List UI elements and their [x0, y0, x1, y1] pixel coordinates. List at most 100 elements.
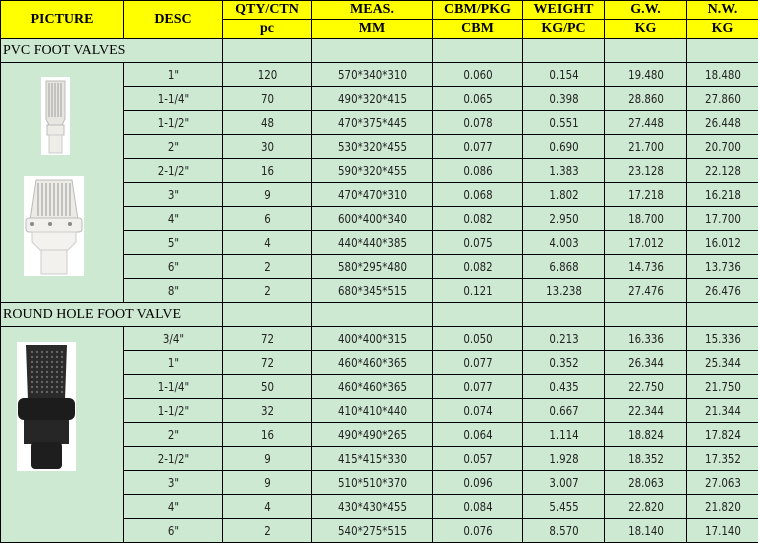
cell-weight: 0.352	[530, 351, 597, 375]
cell-qty: 4	[231, 495, 304, 519]
cell-desc: 3"	[132, 183, 213, 207]
header-cbm: CBM/PKG	[433, 1, 523, 20]
cell-nw: 15.336	[693, 327, 752, 351]
cell-cbm: 0.082	[441, 207, 515, 231]
cell-weight: 1.802	[530, 183, 597, 207]
cell-weight: 0.551	[530, 111, 597, 135]
cell-qty: 72	[231, 351, 304, 375]
cell-qty: 2	[231, 519, 304, 543]
empty-cell	[223, 303, 312, 327]
section-title: PVC FOOT VALVES	[1, 39, 223, 63]
cell-desc: 8"	[132, 279, 213, 303]
cell-qty: 16	[231, 423, 304, 447]
cell-meas: 580*295*480	[322, 255, 421, 279]
cell-weight: 1.383	[530, 159, 597, 183]
cell-meas: 460*460*365	[322, 351, 421, 375]
cell-gw: 23.128	[612, 159, 679, 183]
cell-weight: 0.398	[530, 87, 597, 111]
cell-weight: 0.213	[530, 327, 597, 351]
cell-meas: 460*460*365	[322, 375, 421, 399]
cell-cbm: 0.057	[441, 447, 515, 471]
header-nw: N.W.	[687, 1, 758, 20]
cell-weight: 1.114	[530, 423, 597, 447]
cell-nw: 26.448	[693, 111, 752, 135]
cell-desc: 1-1/2"	[132, 399, 213, 423]
cell-qty: 50	[231, 375, 304, 399]
cell-meas: 490*320*415	[322, 87, 421, 111]
empty-cell	[687, 39, 758, 63]
cell-gw: 22.344	[612, 399, 679, 423]
cell-cbm: 0.096	[441, 471, 515, 495]
cell-meas: 400*400*315	[322, 327, 421, 351]
cell-desc: 2"	[132, 135, 213, 159]
cell-gw: 21.700	[612, 135, 679, 159]
header-qty: QTY/CTN	[223, 1, 312, 20]
cell-nw: 17.140	[693, 519, 752, 543]
cell-qty: 2	[231, 279, 304, 303]
cell-qty: 2	[231, 255, 304, 279]
cell-cbm: 0.077	[441, 351, 515, 375]
empty-cell	[312, 39, 433, 63]
cell-cbm: 0.086	[441, 159, 515, 183]
cell-desc: 3"	[132, 471, 213, 495]
cell-weight: 0.667	[530, 399, 597, 423]
cell-meas: 490*490*265	[322, 423, 421, 447]
cell-cbm: 0.084	[441, 495, 515, 519]
cell-nw: 27.860	[693, 87, 752, 111]
cell-desc: 4"	[132, 495, 213, 519]
unit-cbm: CBM	[433, 20, 523, 39]
cell-meas: 540*275*515	[322, 519, 421, 543]
cell-cbm: 0.075	[441, 231, 515, 255]
cell-nw: 16.218	[693, 183, 752, 207]
cell-nw: 16.012	[693, 231, 752, 255]
cell-desc: 6"	[132, 519, 213, 543]
cell-meas: 470*470*310	[322, 183, 421, 207]
cell-cbm: 0.078	[441, 111, 515, 135]
unit-weight: KG/PC	[523, 20, 605, 39]
cell-qty: 9	[231, 471, 304, 495]
cell-gw: 19.480	[612, 63, 679, 87]
cell-weight: 5.455	[530, 495, 597, 519]
header-row-1: PICTURE DESC QTY/CTN MEAS. CBM/PKG WEIGH…	[1, 1, 758, 20]
cell-nw: 20.700	[693, 135, 752, 159]
cell-gw: 26.344	[612, 351, 679, 375]
cell-nw: 17.700	[693, 207, 752, 231]
cell-meas: 680*345*515	[322, 279, 421, 303]
cell-desc: 2-1/2"	[132, 159, 213, 183]
cell-cbm: 0.082	[441, 255, 515, 279]
cell-cbm: 0.064	[441, 423, 515, 447]
cell-nw: 17.352	[693, 447, 752, 471]
cell-qty: 9	[231, 447, 304, 471]
cell-qty: 30	[231, 135, 304, 159]
empty-cell	[605, 303, 687, 327]
section-header-row: ROUND HOLE FOOT VALVE	[1, 303, 758, 327]
cell-meas: 440*440*385	[322, 231, 421, 255]
cell-desc: 3/4"	[132, 327, 213, 351]
header-picture: PICTURE	[1, 1, 124, 39]
cell-desc: 4"	[132, 207, 213, 231]
cell-qty: 4	[231, 231, 304, 255]
empty-cell	[312, 303, 433, 327]
empty-cell	[523, 303, 605, 327]
unit-qty: pc	[223, 20, 312, 39]
header-meas: MEAS.	[312, 1, 433, 20]
empty-cell	[223, 39, 312, 63]
white-pvc-foot-valve-small-image	[41, 77, 70, 160]
cell-gw: 27.448	[612, 111, 679, 135]
cell-cbm: 0.077	[441, 135, 515, 159]
cell-meas: 415*415*330	[322, 447, 421, 471]
cell-nw: 18.480	[693, 63, 752, 87]
cell-cbm: 0.060	[441, 63, 515, 87]
cell-gw: 22.820	[612, 495, 679, 519]
cell-desc: 6"	[132, 255, 213, 279]
cell-meas: 530*320*455	[322, 135, 421, 159]
cell-desc: 1"	[132, 63, 213, 87]
cell-qty: 32	[231, 399, 304, 423]
cell-nw: 13.736	[693, 255, 752, 279]
cell-meas: 410*410*440	[322, 399, 421, 423]
cell-nw: 22.128	[693, 159, 752, 183]
cell-weight: 8.570	[530, 519, 597, 543]
section-header-row: PVC FOOT VALVES	[1, 39, 758, 63]
